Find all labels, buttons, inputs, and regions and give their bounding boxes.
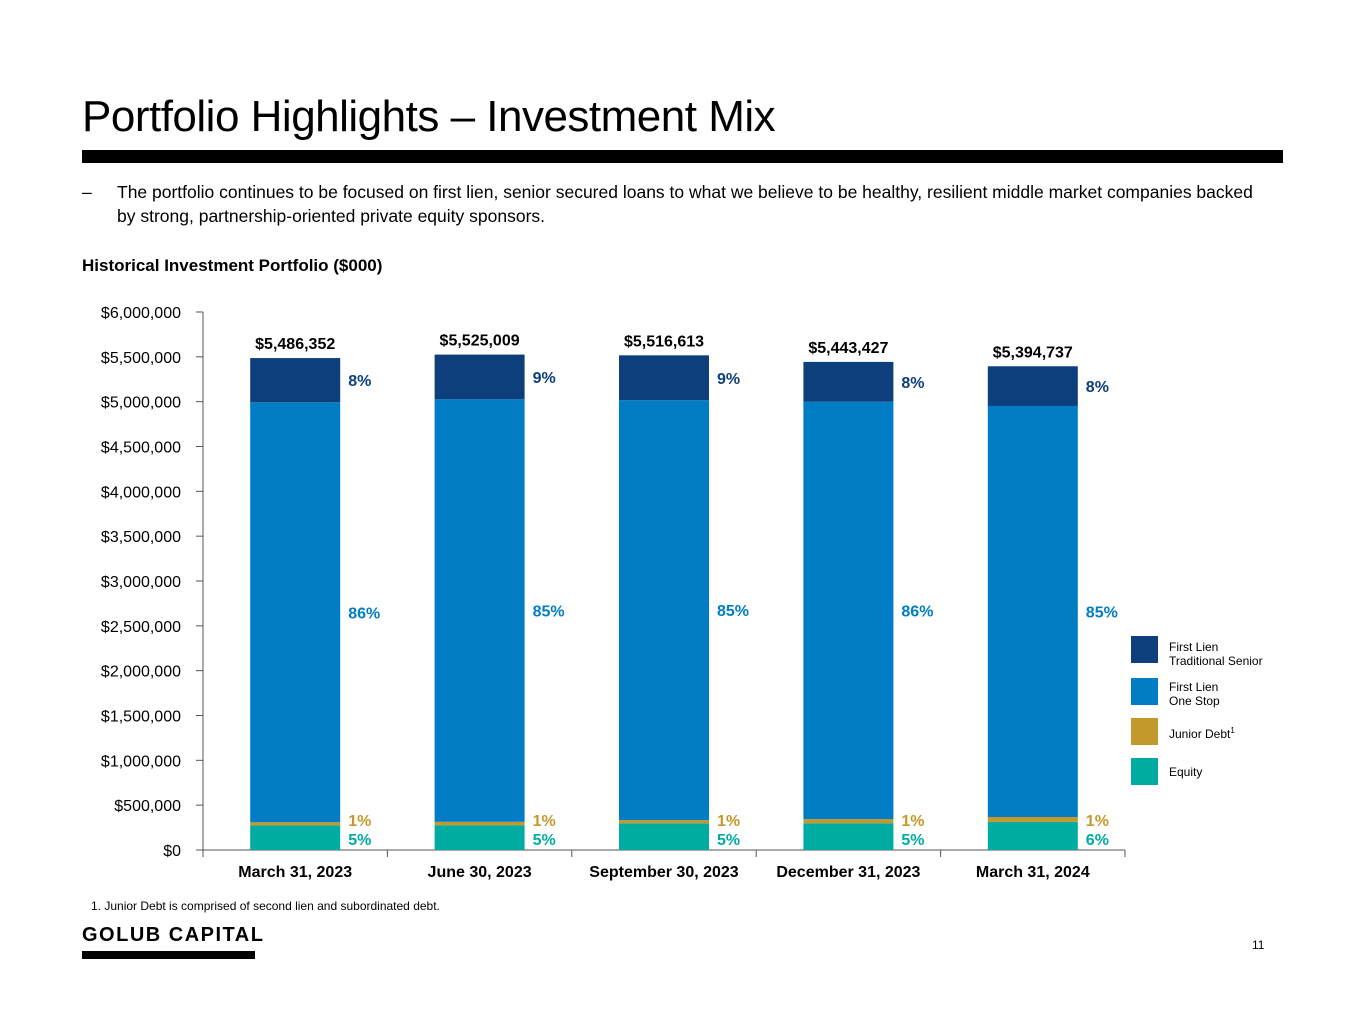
total-label: $5,443,427 [808,340,888,357]
legend-swatch-first-lien-traditional-senior [1131,636,1158,663]
bullet-dash: – [82,182,92,202]
y-tick-label: $4,000,000 [101,484,181,501]
data-label-equity: 5% [717,832,740,849]
data-label-first-lien-traditional-senior: 8% [1086,379,1109,396]
legend-swatch-equity [1131,758,1158,785]
bar-segment-first_lien_traditional_senior [803,361,894,402]
bar-segment-equity [434,825,525,850]
total-label: $5,486,352 [255,336,335,353]
page-title: Portfolio Highlights – Investment Mix [82,92,776,141]
data-label-first-lien-traditional-senior: 9% [717,371,740,388]
legend-label-line1: Equity [1169,765,1203,779]
bar-segment-junior_debt [434,821,525,826]
legend-item-junior-debt: Junior Debt1 [1131,718,1361,745]
legend-label: Equity [1169,765,1202,779]
legend-label-line2: One Stop [1169,694,1220,708]
legend-label: Junior Debt1 [1169,724,1235,741]
bar-segment-equity [803,823,894,850]
legend-label: First Lien Traditional Senior [1169,640,1263,668]
y-tick-label: $4,500,000 [101,440,181,457]
data-label-equity: 6% [1086,832,1109,849]
x-category-label: March 31, 2024 [976,864,1090,881]
x-category-label: June 30, 2023 [428,864,532,881]
y-tick-label: $5,500,000 [101,350,181,367]
x-category-label: September 30, 2023 [589,864,739,881]
total-label: $5,516,613 [624,333,704,350]
y-tick-label: $3,500,000 [101,529,181,546]
data-label-junior-debt: 1% [901,813,924,830]
total-label: $5,525,009 [440,333,520,350]
bullet-text: The portfolio continues to be focused on… [117,182,1253,226]
data-label-first-lien-one-stop: 86% [348,605,380,622]
bar-segment-first_lien_one_stop [250,402,341,823]
page-number: 11 [1252,938,1265,952]
intro-bullet: – The portfolio continues to be focused … [82,180,1272,228]
data-label-junior-debt: 1% [1086,813,1109,830]
legend-swatch-first-lien-one-stop [1131,678,1158,705]
bar-segment-junior_debt [250,822,341,826]
x-category-label: March 31, 2023 [238,864,352,881]
y-tick-label: $1,000,000 [101,753,181,770]
bar-segment-first_lien_one_stop [987,405,1078,818]
y-tick-label: $2,000,000 [101,664,181,681]
bar-segment-first_lien_one_stop [803,401,894,820]
data-label-equity: 5% [348,832,371,849]
chart-subtitle: Historical Investment Portfolio ($000) [82,256,383,275]
y-tick-label: $6,000,000 [101,305,181,322]
legend-label: First Lien One Stop [1169,680,1220,708]
data-label-first-lien-one-stop: 86% [901,603,933,620]
data-label-first-lien-traditional-senior: 8% [901,375,924,392]
y-tick-label: $3,000,000 [101,574,181,591]
y-tick-label: $500,000 [114,798,181,815]
data-label-first-lien-one-stop: 85% [1086,604,1118,621]
bar-segment-equity [987,821,1078,850]
total-label: $5,394,737 [993,344,1073,361]
data-label-first-lien-traditional-senior: 9% [533,370,556,387]
y-tick-label: $1,500,000 [101,709,181,726]
bar-segment-equity [619,823,709,850]
legend-label-line2: Traditional Senior [1169,654,1263,668]
bar-segment-first_lien_one_stop [434,399,525,822]
data-label-equity: 5% [533,832,556,849]
bar-segment-junior_debt [803,819,894,824]
data-label-equity: 5% [901,832,924,849]
data-label-first-lien-one-stop: 85% [717,603,749,620]
logo-underline [82,951,255,959]
company-logo: GOLUB CAPITAL [82,924,265,946]
legend-swatch-junior-debt [1131,718,1158,745]
bar-segment-first_lien_traditional_senior [434,354,525,400]
y-tick-label: $5,000,000 [101,395,181,412]
data-label-first-lien-traditional-senior: 8% [348,373,371,390]
data-label-junior-debt: 1% [717,813,740,830]
data-label-junior-debt: 1% [533,813,556,830]
legend-item-first-lien-one-stop: First Lien One Stop [1131,678,1361,708]
legend-label-line1: Junior Debt [1169,727,1231,741]
footnote: 1. Junior Debt is comprised of second li… [91,899,440,913]
bar-segment-first_lien_traditional_senior [619,355,709,401]
data-label-junior-debt: 1% [348,813,371,830]
bar-segment-junior_debt [987,817,1078,822]
bar-segment-equity [250,825,341,850]
bar-segment-first_lien_one_stop [619,400,709,821]
bar-segment-first_lien_traditional_senior [250,358,341,403]
data-label-first-lien-one-stop: 85% [533,604,565,621]
y-tick-label: $2,500,000 [101,619,181,636]
title-rule [82,150,1283,163]
legend-label-line1: First Lien [1169,680,1219,694]
legend-footnote-marker: 1 [1230,726,1235,735]
legend-item-first-lien-traditional-senior: First Lien Traditional Senior [1131,636,1361,668]
bar-segment-junior_debt [619,820,709,824]
bar-segment-first_lien_traditional_senior [987,366,1078,406]
legend-label-line1: First Lien [1169,640,1219,654]
legend-item-equity: Equity [1131,758,1361,785]
x-category-label: December 31, 2023 [776,864,920,881]
y-tick-label: $0 [163,843,181,860]
